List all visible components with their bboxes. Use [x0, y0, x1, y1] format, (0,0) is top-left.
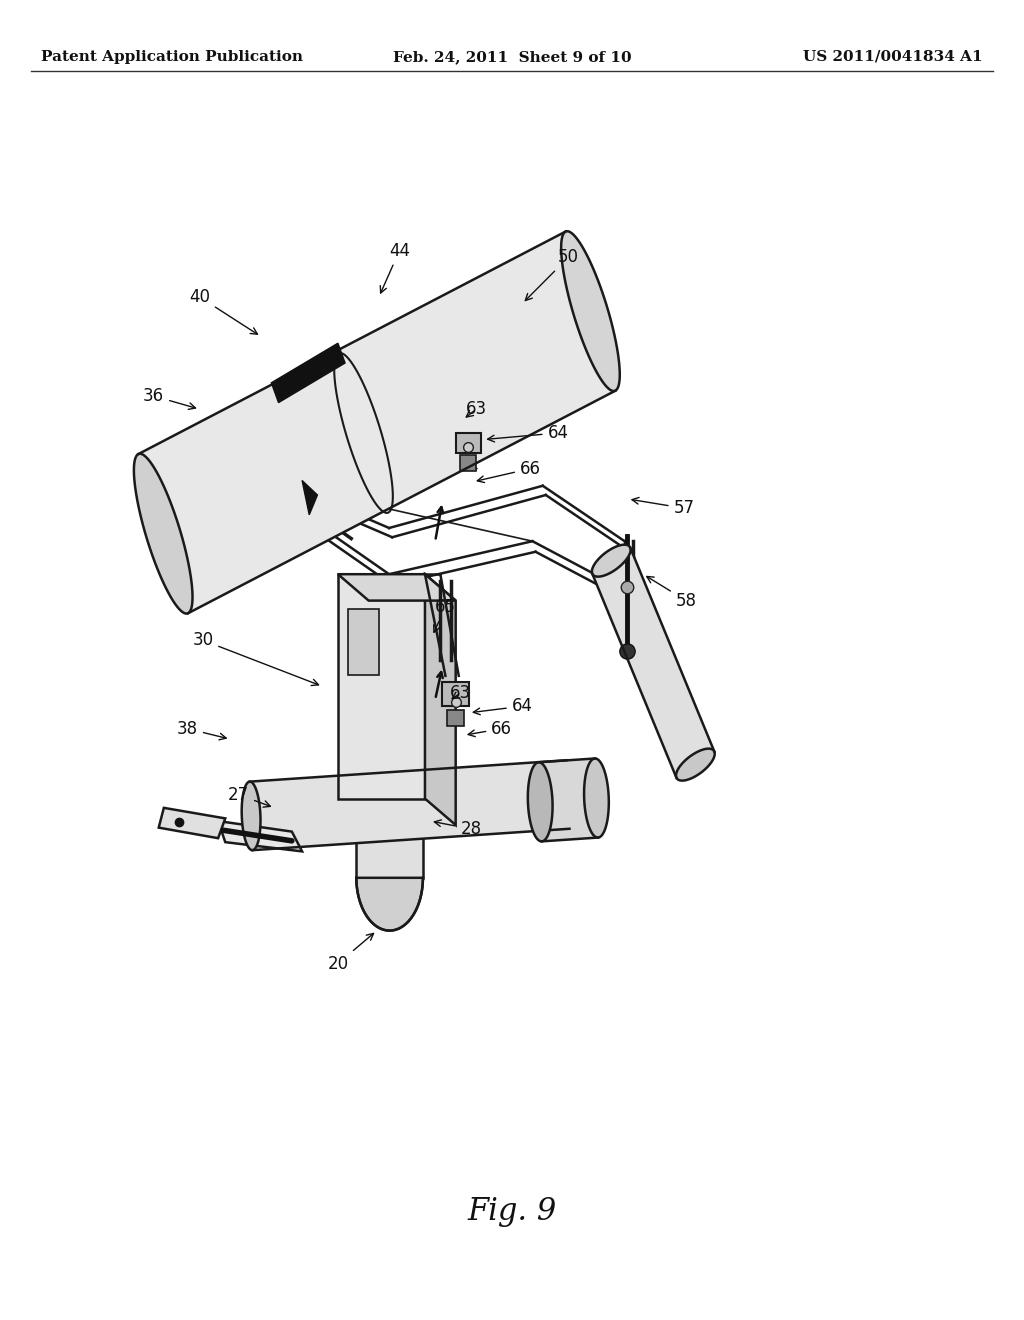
Polygon shape	[218, 821, 302, 851]
Polygon shape	[271, 343, 345, 403]
Polygon shape	[592, 545, 631, 577]
Polygon shape	[460, 455, 476, 471]
Text: 36: 36	[143, 387, 196, 409]
Polygon shape	[676, 748, 715, 780]
Text: 64: 64	[487, 424, 568, 442]
Text: 50: 50	[525, 248, 579, 301]
Text: 30: 30	[193, 631, 318, 685]
Polygon shape	[539, 759, 598, 841]
Polygon shape	[356, 706, 423, 746]
Polygon shape	[159, 808, 225, 838]
Polygon shape	[527, 762, 553, 841]
Text: 27: 27	[228, 785, 270, 807]
Text: Feb. 24, 2011  Sheet 9 of 10: Feb. 24, 2011 Sheet 9 of 10	[392, 50, 632, 63]
Polygon shape	[592, 548, 715, 777]
Text: Patent Application Publication: Patent Application Publication	[41, 50, 303, 63]
Polygon shape	[302, 480, 317, 515]
Polygon shape	[561, 231, 620, 391]
Polygon shape	[447, 710, 464, 726]
Text: US 2011/0041834 A1: US 2011/0041834 A1	[804, 50, 983, 63]
Text: 66: 66	[468, 719, 512, 738]
Polygon shape	[442, 682, 469, 706]
Text: 40: 40	[189, 288, 257, 334]
Polygon shape	[456, 433, 481, 453]
Polygon shape	[134, 454, 193, 614]
Polygon shape	[356, 878, 423, 931]
Text: 63: 63	[451, 684, 471, 702]
Text: 28: 28	[434, 820, 481, 838]
Polygon shape	[356, 726, 423, 878]
Polygon shape	[250, 760, 569, 850]
Polygon shape	[425, 574, 456, 825]
Text: Fig. 9: Fig. 9	[467, 1196, 557, 1228]
Text: 57: 57	[632, 498, 694, 517]
Polygon shape	[242, 781, 260, 850]
Text: 66: 66	[477, 459, 541, 483]
Polygon shape	[348, 609, 379, 675]
Polygon shape	[338, 574, 456, 601]
Text: 20: 20	[328, 933, 374, 973]
Polygon shape	[138, 231, 615, 614]
Text: 65: 65	[434, 598, 456, 632]
Text: 58: 58	[647, 577, 696, 610]
Text: 64: 64	[473, 697, 532, 715]
Text: 44: 44	[380, 242, 410, 293]
Text: 38: 38	[177, 719, 226, 739]
Polygon shape	[584, 759, 609, 838]
Polygon shape	[338, 574, 425, 799]
Text: 63: 63	[466, 400, 486, 418]
Polygon shape	[559, 760, 578, 829]
